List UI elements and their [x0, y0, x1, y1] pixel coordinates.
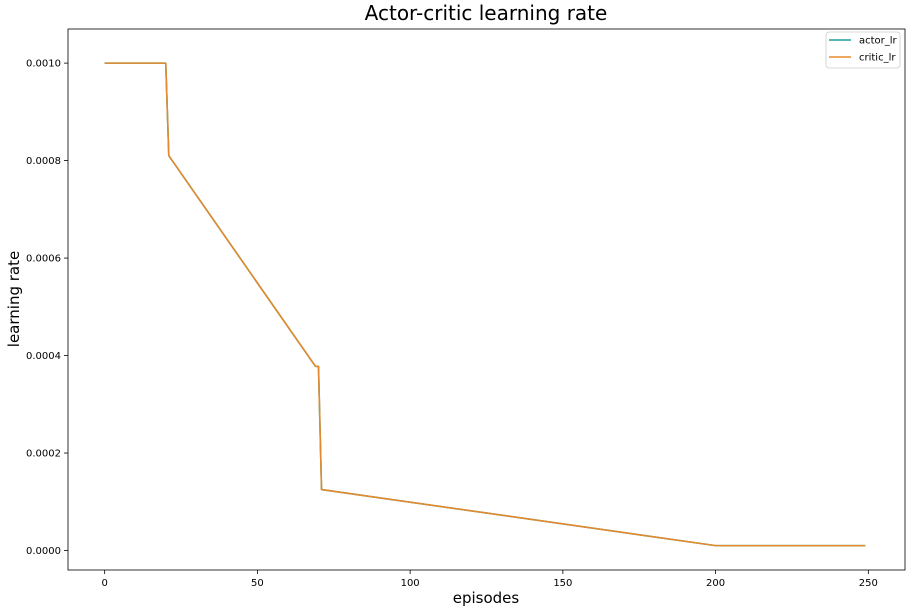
- plot-frame: [67, 28, 906, 571]
- legend-label-actor_lr: actor_lr: [859, 36, 898, 47]
- y-axis-ticks: 0.0000 0.0002 0.0004 0.0006 0.0008 0.0010: [26, 59, 68, 557]
- legend-items: actor_lr critic_lr: [829, 36, 898, 64]
- plot-area: 0 50 100 150 200 250 0.0000 0.0002 0.0004 0.0006…: [26, 28, 906, 589]
- y-axis-label: learning rate: [5, 251, 23, 347]
- y-tick-label: 0.0010: [26, 59, 61, 70]
- y-tick-label: 0.0006: [26, 254, 61, 265]
- chart-title: Actor-critic learning rate: [365, 1, 608, 25]
- y-tick-label: 0.0004: [26, 351, 61, 362]
- x-tick-label: 100: [401, 578, 420, 589]
- legend: actor_lr critic_lr: [825, 31, 901, 69]
- x-tick-label: 0: [101, 578, 107, 589]
- series-line-actor_lr: [104, 62, 866, 547]
- series-layer: [104, 62, 866, 547]
- legend-label-critic_lr: critic_lr: [859, 53, 896, 64]
- series-line-critic_lr: [104, 62, 866, 547]
- y-tick-label: 0.0002: [26, 449, 61, 460]
- legend-box: [825, 31, 901, 69]
- x-axis-ticks: 0 50 100 150 200 250: [101, 570, 878, 589]
- x-tick-label: 250: [859, 578, 878, 589]
- x-tick-label: 150: [553, 578, 572, 589]
- y-tick-label: 0.0008: [26, 156, 61, 167]
- y-tick-label: 0.0000: [26, 546, 61, 557]
- x-axis-label: episodes: [453, 589, 520, 607]
- x-tick-label: 50: [251, 578, 264, 589]
- x-tick-label: 200: [706, 578, 725, 589]
